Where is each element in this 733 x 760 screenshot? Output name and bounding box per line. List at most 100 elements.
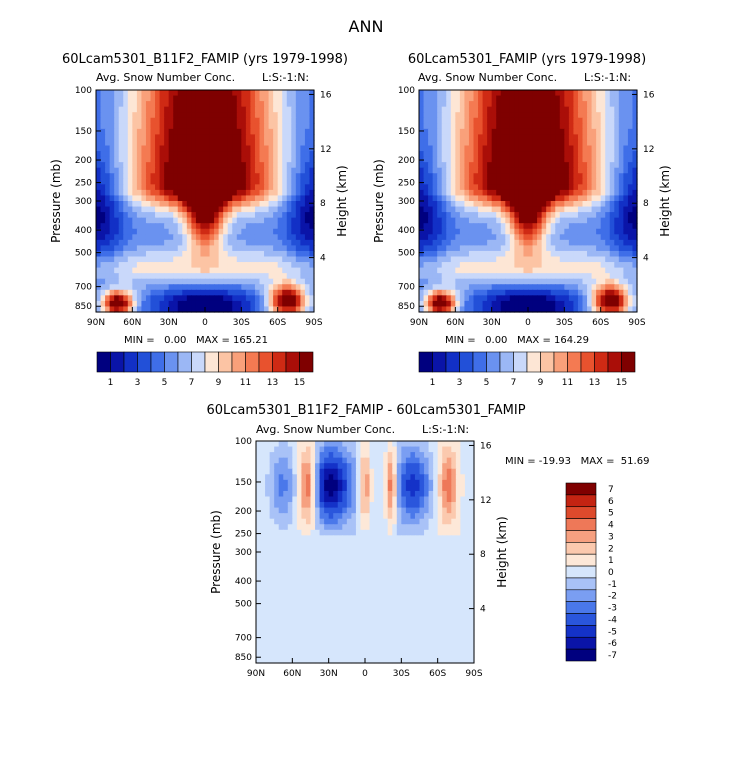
- contour-cell: [137, 96, 142, 102]
- contour-cell: [137, 251, 142, 257]
- contour-cell: [551, 146, 556, 152]
- contour-cell: [269, 112, 274, 118]
- contour-cell: [291, 118, 296, 124]
- contour-cell: [128, 101, 133, 107]
- contour-cell: [237, 123, 242, 129]
- contour-cell: [555, 134, 560, 140]
- contour-cell: [537, 112, 542, 118]
- contour-cell: [200, 262, 205, 268]
- contour-cell: [492, 157, 497, 163]
- contour-cell: [338, 485, 343, 491]
- contour-cell: [583, 234, 588, 240]
- contour-cell: [587, 146, 592, 152]
- contour-cell: [474, 112, 479, 118]
- contour-cell: [442, 524, 447, 530]
- contour-cell: [583, 229, 588, 235]
- contour-cell: [578, 129, 583, 135]
- contour-cell: [182, 190, 187, 196]
- contour-cell: [300, 107, 305, 113]
- contour-cell: [623, 301, 628, 307]
- contour-cell: [173, 179, 178, 185]
- contour-cell: [433, 441, 438, 447]
- contour-cell: [260, 262, 265, 268]
- contour-cell: [274, 441, 279, 447]
- contour-cell: [137, 107, 142, 113]
- contour-cell: [523, 134, 528, 140]
- contour-cell: [555, 240, 560, 246]
- contour-cell: [128, 229, 133, 235]
- contour-cell: [200, 290, 205, 296]
- contour-cell: [283, 485, 288, 491]
- contour-cell: [96, 107, 101, 113]
- contour-cell: [200, 251, 205, 257]
- contour-cell: [178, 195, 183, 201]
- panel-3-contour: [256, 441, 475, 664]
- contour-cell: [246, 129, 251, 135]
- contour-cell: [338, 508, 343, 514]
- contour-cell: [146, 234, 151, 240]
- contour-cell: [424, 223, 429, 229]
- contour-cell: [205, 96, 210, 102]
- contour-cell: [169, 123, 174, 129]
- contour-cell: [137, 112, 142, 118]
- contour-cell: [451, 190, 456, 196]
- contour-cell: [578, 107, 583, 113]
- contour-cell: [232, 279, 237, 285]
- contour-cell: [460, 179, 465, 185]
- contour-cell: [146, 157, 151, 163]
- contour-cell: [614, 90, 619, 96]
- contour-cell: [596, 295, 601, 301]
- contour-cell: [424, 201, 429, 207]
- contour-cell: [279, 463, 284, 469]
- contour-cell: [415, 519, 420, 525]
- contour-cell: [569, 279, 574, 285]
- contour-cell: [200, 279, 205, 285]
- contour-cell: [291, 301, 296, 307]
- contour-cell: [501, 168, 506, 174]
- contour-cell: [433, 107, 438, 113]
- contour-cell: [546, 240, 551, 246]
- contour-cell: [123, 245, 128, 251]
- contour-cell: [173, 151, 178, 157]
- contour-cell: [187, 301, 192, 307]
- contour-cell: [460, 519, 465, 525]
- contour-cell: [128, 195, 133, 201]
- contour-cell: [246, 157, 251, 163]
- contour-cell: [437, 290, 442, 296]
- contour-cell: [483, 190, 488, 196]
- contour-cell: [451, 463, 456, 469]
- contour-cell: [123, 107, 128, 113]
- contour-cell: [173, 195, 178, 201]
- contour-cell: [360, 491, 365, 497]
- contour-cell: [428, 234, 433, 240]
- x-tick-label: 30S: [556, 318, 573, 328]
- contour-cell: [250, 295, 255, 301]
- contour-cell: [128, 279, 133, 285]
- contour-cell: [137, 257, 142, 263]
- contour-cell: [447, 502, 452, 508]
- contour-cell: [356, 558, 361, 564]
- contour-cell: [250, 279, 255, 285]
- contour-cell: [555, 179, 560, 185]
- contour-cell: [469, 245, 474, 251]
- contour-cell: [223, 268, 228, 274]
- contour-cell: [105, 123, 110, 129]
- contour-cell: [587, 168, 592, 174]
- contour-cell: [128, 112, 133, 118]
- contour-cell: [583, 207, 588, 213]
- contour-cell: [155, 173, 160, 179]
- contour-cell: [191, 123, 196, 129]
- contour-cell: [105, 212, 110, 218]
- contour-cell: [446, 184, 451, 190]
- contour-cell: [510, 157, 515, 163]
- panel-1-variable: Avg. Snow Number Conc.: [96, 71, 235, 84]
- contour-cell: [269, 157, 274, 163]
- contour-cell: [351, 541, 356, 547]
- contour-cell: [610, 207, 615, 213]
- contour-cell: [546, 251, 551, 257]
- contour-cell: [351, 535, 356, 541]
- contour-cell: [469, 207, 474, 213]
- y-tick-label: 700: [75, 283, 92, 293]
- contour-cell: [155, 245, 160, 251]
- contour-cell: [300, 229, 305, 235]
